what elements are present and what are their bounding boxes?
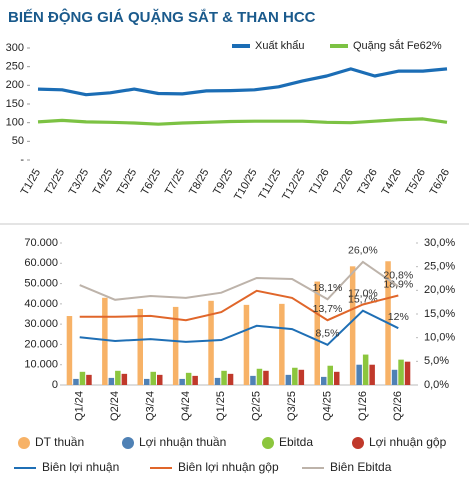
bar [86,374,92,385]
bar [214,377,221,385]
bar [221,370,227,385]
x-tick-label: Q1/24 [74,391,86,421]
y-tick-label: 20.000 [24,338,58,350]
y-tick-label: 150 [6,98,24,110]
y2-tick-label: 30,0% [424,237,455,249]
legend-label: Quặng sắt Fe62% [353,39,442,52]
bar [369,364,375,385]
legend-label: Biên lợi nhuận [42,460,119,474]
bar [292,367,298,385]
y-tick-label: 70.000 [24,237,58,249]
bar [391,369,398,385]
bar [144,378,150,385]
y-tick-label: 40.000 [24,298,58,310]
x-tick-label: Q4/25 [321,391,333,421]
y2-tick-label: 5,0% [424,355,449,367]
bar [150,371,156,385]
value-label: 13,7% [313,303,343,315]
y-tick-label: 50.000 [24,277,58,289]
bar [362,354,369,385]
value-label: 18,1% [313,282,343,294]
y-tick-label: 30.000 [24,318,58,330]
line-series [79,309,399,346]
bar [192,375,198,385]
bar [250,375,256,385]
y-tick-label: 60.000 [24,257,58,269]
bar [108,377,115,385]
x-tick-label: Q4/24 [180,391,192,421]
y2-tick-label: 20,0% [424,284,455,296]
bar [327,365,333,385]
bar [66,316,73,385]
bar [285,374,292,385]
y-tick-label: 10.000 [24,359,58,371]
legend-label: Ebitda [279,435,313,449]
line-series [79,289,399,322]
y-tick-label: - [20,154,24,166]
x-tick-label: Q1/25 [215,391,227,421]
legend-label: Xuất khẩu [255,40,305,52]
y-tick-label: 200 [6,79,24,91]
bar [279,303,285,385]
value-label: 17,0% [348,287,378,299]
legend-label: Lợi nhuận thuần [139,435,226,449]
value-label: 20,8% [383,269,413,281]
bar [263,370,269,385]
bar [137,308,143,385]
line-series [37,67,448,97]
legend-label: Biên lợi nhuận gộp [178,460,279,474]
legend-label: Lợi nhuận gộp [369,435,447,449]
value-label: 26,0% [348,245,378,257]
bar [298,369,305,385]
bar [356,364,362,385]
bar [121,373,128,385]
bar [404,361,411,385]
bar [243,304,250,385]
line-series [79,260,399,301]
legend-swatch [352,437,364,449]
bar [115,370,121,385]
bar [256,368,263,385]
x-tick-label: Q1/26 [357,391,369,421]
bar [314,281,320,385]
bar [321,376,327,385]
legend-label: Biên Ebitda [330,460,392,474]
bar [157,374,163,385]
value-label: 12% [388,311,409,323]
bar [102,297,108,385]
bar [334,371,340,385]
x-tick-label: Q2/24 [109,391,121,421]
x-tick-label: Q3/24 [144,391,156,421]
bar [349,266,356,385]
value-label: 8,5% [316,328,340,340]
line-series [37,117,448,126]
chart-title: BIẾN ĐỘNG GIÁ QUẶNG SẮT & THAN HCC [8,8,316,26]
legend-label: DT thuần [35,435,84,449]
y-tick-label: 0 [52,379,58,391]
y2-tick-label: 10,0% [424,332,455,344]
y2-tick-label: 15,0% [424,308,455,320]
y-tick-label: 100 [6,117,24,129]
y2-tick-label: 25,0% [424,261,455,273]
bar [185,372,192,385]
legend-swatch [18,437,30,449]
bar [398,359,404,385]
legend-swatch [262,437,274,449]
bar [73,378,79,385]
bar [79,371,86,385]
x-tick-label: Q2/25 [251,391,263,421]
bar [227,373,234,385]
y-tick-label: 250 [6,61,24,73]
x-tick-label: Q3/25 [286,391,298,421]
bar [172,306,179,385]
legend-swatch [122,437,134,449]
y-tick-label: 50 [12,135,24,147]
y-tick-label: 300 [6,42,24,54]
x-tick-label: Q2/26 [392,391,404,421]
bar [179,378,185,385]
bar [208,300,214,385]
y2-tick-label: 0,0% [424,379,449,391]
